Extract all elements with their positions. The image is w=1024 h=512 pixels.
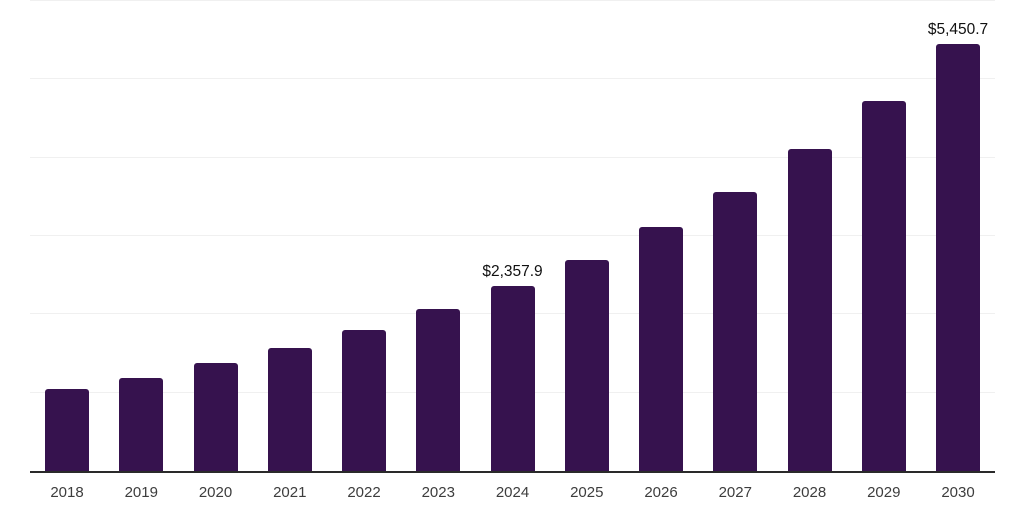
bar: [416, 309, 461, 471]
bar-slot: [639, 0, 683, 471]
x-tick-label: 2029: [867, 484, 901, 501]
bar-value-label: $2,357.9: [482, 262, 543, 280]
bar: [45, 389, 89, 471]
bar: [490, 286, 535, 471]
x-axis-labels: 2018 2019 2020 2021 2022 2023 2024 2025 2026 2027…: [30, 484, 995, 502]
plot-area: $2,357.9 $5,450.7: [30, 0, 995, 473]
bar: [193, 362, 238, 471]
bar-slot: $5,450.7: [928, 0, 988, 471]
gridline: [30, 156, 995, 158]
x-tick-label: 2028: [792, 484, 827, 501]
bar-slot: [342, 0, 386, 471]
bar-slot: [267, 0, 312, 471]
x-tick-label: 2020: [198, 484, 233, 501]
bar-slot: [713, 0, 758, 471]
x-tick-label: 2027: [718, 484, 752, 501]
x-tick-label: 2026: [644, 484, 678, 501]
x-tick-label: 2024: [495, 484, 530, 501]
x-tick-label: 2021: [273, 484, 307, 501]
bar-slot: [45, 0, 89, 471]
gridline: [30, 0, 995, 1]
bar-slot: [416, 0, 461, 471]
bar: [713, 192, 758, 471]
bar: [119, 378, 164, 471]
x-tick-label: 2030: [941, 484, 975, 501]
bar-value-label: $5,450.7: [927, 20, 989, 38]
x-tick-label: 2023: [421, 484, 455, 501]
x-tick-label: 2025: [570, 484, 604, 501]
x-tick-label: 2018: [50, 484, 84, 501]
x-tick-label: 2019: [124, 484, 158, 501]
bar: [267, 348, 312, 471]
bar: [861, 101, 906, 471]
gridline: [30, 235, 995, 236]
bar-slot: [564, 0, 609, 471]
bar: [639, 227, 683, 471]
x-axis-line: [30, 471, 995, 473]
bar-slot: $2,357.9: [482, 0, 543, 471]
bar-slot: [193, 0, 238, 471]
bars-container: $2,357.9 $5,450.7: [30, 0, 995, 471]
bar-slot: [787, 0, 832, 471]
gridline: [30, 78, 995, 80]
bar: [787, 149, 832, 471]
bar-slot: [119, 0, 164, 471]
bar: [342, 330, 386, 471]
bar-slot: [861, 0, 906, 471]
bar: [936, 44, 980, 471]
x-tick-label: 2022: [347, 484, 381, 501]
bar: [564, 259, 609, 471]
